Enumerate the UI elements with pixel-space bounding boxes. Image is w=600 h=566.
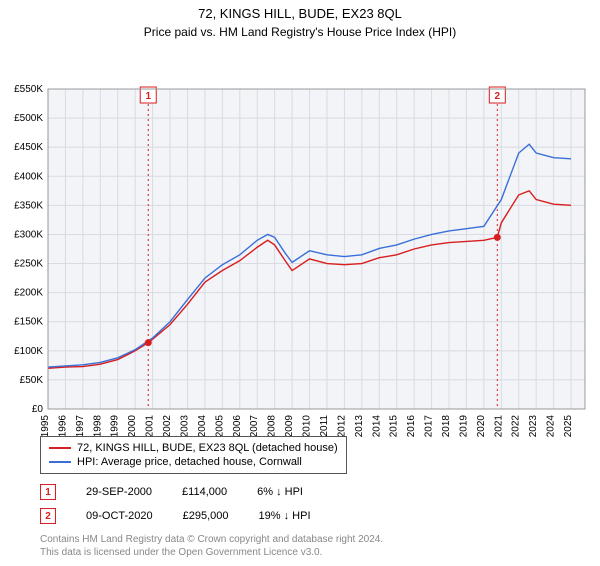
svg-text:1996: 1996 [57,415,68,438]
svg-text:1: 1 [145,91,151,102]
legend: 72, KINGS HILL, BUDE, EX23 8QL (detached… [40,436,347,474]
svg-text:2020: 2020 [476,415,487,438]
svg-text:£350K: £350K [14,200,43,211]
sale-row-2: 2 09-OCT-2020 £295,000 19% ↓ HPI [40,508,311,524]
svg-text:£200K: £200K [14,288,43,299]
sale-date-2: 09-OCT-2020 [86,510,153,522]
footer-line-2: This data is licensed under the Open Gov… [40,547,322,558]
svg-text:£500K: £500K [14,113,43,124]
svg-text:£300K: £300K [14,229,43,240]
svg-text:£250K: £250K [14,259,43,270]
sale-delta-1: 6% ↓ HPI [257,486,303,498]
legend-label-hpi: HPI: Average price, detached house, Corn… [77,456,302,468]
svg-text:£150K: £150K [14,317,43,328]
legend-swatch-property [49,447,71,449]
page-title: 72, KINGS HILL, BUDE, EX23 8QL [0,6,600,21]
svg-text:2000: 2000 [127,415,138,438]
page-subtitle: Price paid vs. HM Land Registry's House … [0,25,600,39]
svg-text:2017: 2017 [424,415,435,438]
svg-text:2023: 2023 [528,415,539,438]
sale-marker-2: 2 [40,508,56,524]
svg-text:1998: 1998 [92,415,103,438]
svg-text:£100K: £100K [14,346,43,357]
svg-text:2009: 2009 [284,415,295,438]
svg-text:2004: 2004 [197,415,208,438]
svg-text:2013: 2013 [354,415,365,438]
sale-price-1: £114,000 [182,486,227,498]
svg-text:2021: 2021 [493,415,504,438]
sale-row-1: 1 29-SEP-2000 £114,000 6% ↓ HPI [40,484,303,500]
svg-text:2: 2 [495,91,501,102]
svg-text:2011: 2011 [319,415,330,437]
svg-text:2015: 2015 [389,415,400,438]
legend-swatch-hpi [49,461,71,463]
svg-text:2005: 2005 [214,415,225,438]
svg-text:£400K: £400K [14,171,43,182]
svg-text:1999: 1999 [110,415,121,438]
svg-text:2012: 2012 [336,415,347,438]
svg-text:1997: 1997 [75,415,86,438]
svg-text:2002: 2002 [162,415,173,438]
svg-text:2018: 2018 [441,415,452,438]
svg-text:2025: 2025 [563,415,574,438]
svg-text:2008: 2008 [267,415,278,438]
svg-text:2024: 2024 [546,415,557,438]
price-chart: £0 £50K £100K £150K £200K £250K £300K £350K £400… [0,39,600,449]
svg-text:1995: 1995 [40,415,51,438]
svg-text:2014: 2014 [371,415,382,438]
legend-label-property: 72, KINGS HILL, BUDE, EX23 8QL (detached… [77,442,338,454]
svg-text:£450K: £450K [14,142,43,153]
sale-date-1: 29-SEP-2000 [86,486,152,498]
svg-text:£0: £0 [32,404,44,415]
svg-text:2010: 2010 [302,415,313,438]
sale-delta-2: 19% ↓ HPI [259,510,311,522]
svg-text:2016: 2016 [406,415,417,438]
sale-marker-1: 1 [40,484,56,500]
svg-text:£550K: £550K [14,84,43,95]
svg-text:2022: 2022 [511,415,522,438]
svg-text:2003: 2003 [179,415,190,438]
svg-text:2001: 2001 [145,415,156,438]
svg-text:2007: 2007 [249,415,260,438]
footer-line-1: Contains HM Land Registry data © Crown c… [40,534,383,545]
svg-text:£50K: £50K [20,375,44,386]
svg-text:2006: 2006 [232,415,243,438]
sale-price-2: £295,000 [183,510,229,522]
svg-text:2019: 2019 [458,415,469,438]
